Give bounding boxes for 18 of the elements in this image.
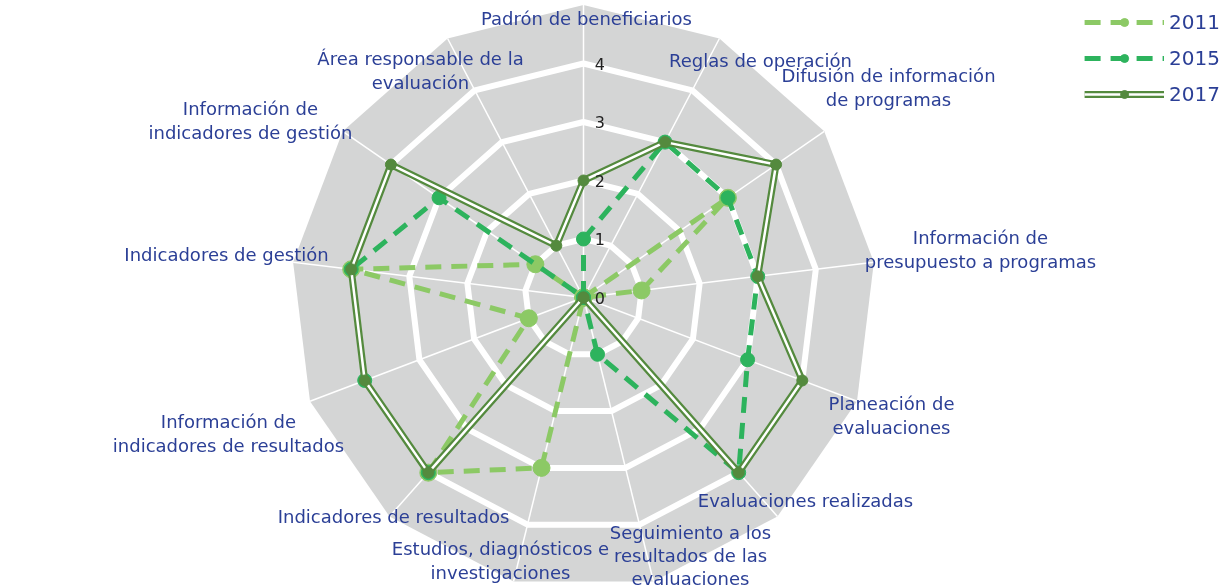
spoke-label: Padrón de beneficiarios	[481, 8, 692, 29]
spoke-label: Información de presupuesto a programas	[864, 227, 1097, 272]
y-tick-label: 2	[594, 171, 605, 191]
spoke-label: Indicadores de resultados	[277, 506, 510, 527]
legend-label: 2017	[1169, 82, 1220, 106]
spoke-label: Planeación de evaluaciones	[828, 393, 955, 438]
y-tick-label: 1	[594, 230, 605, 249]
spoke-label: Estudios, diagnósticos e investigaciones	[391, 538, 610, 583]
y-tick-label: 3	[594, 113, 605, 132]
legend-label: 2015	[1169, 46, 1220, 70]
legend-label: 2011	[1169, 10, 1220, 34]
spoke-label: Área responsable de la evaluación	[317, 48, 524, 93]
y-tick-label: 4	[594, 54, 605, 74]
spoke-label: Información de indicadores de resultados	[112, 411, 345, 456]
spoke-label: Evaluaciones realizadas	[697, 490, 914, 511]
spoke-label: Indicadores de gestión	[124, 244, 329, 265]
spoke-label: Seguimiento a los resultados de las evaluaciones	[609, 521, 772, 587]
spoke-label: Información de indicadores de gestión	[148, 98, 353, 143]
